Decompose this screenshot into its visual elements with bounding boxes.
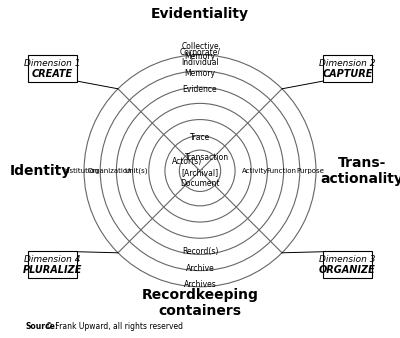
Text: Source:: Source: [26, 322, 59, 331]
Text: Dimension 2: Dimension 2 [319, 59, 376, 68]
Text: Trans-
actionality: Trans- actionality [320, 156, 400, 186]
Text: CREATE: CREATE [32, 69, 73, 79]
Text: Evidence: Evidence [183, 86, 217, 94]
Text: Organization: Organization [88, 168, 132, 174]
Text: Archives: Archives [184, 280, 216, 289]
Text: Evidentiality: Evidentiality [151, 7, 249, 21]
Text: Recordkeeping
containers: Recordkeeping containers [142, 288, 258, 318]
Text: Collective
Memory: Collective Memory [181, 42, 219, 62]
Text: Purpose: Purpose [297, 168, 324, 174]
Text: Record(s): Record(s) [182, 247, 218, 256]
FancyBboxPatch shape [28, 55, 77, 82]
Text: Actor(s): Actor(s) [172, 157, 202, 166]
Text: PLURALIZE: PLURALIZE [23, 265, 82, 275]
Text: © Frank Upward, all rights reserved: © Frank Upward, all rights reserved [43, 322, 183, 331]
Text: Dimension 1: Dimension 1 [24, 59, 81, 68]
Text: Trace: Trace [190, 133, 210, 142]
Text: Function: Function [267, 168, 297, 174]
Text: ORGANIZE: ORGANIZE [319, 265, 376, 275]
Text: Archive: Archive [186, 264, 214, 273]
FancyBboxPatch shape [323, 251, 372, 278]
FancyBboxPatch shape [323, 55, 372, 82]
Text: Dimension 3: Dimension 3 [319, 255, 376, 264]
Text: Corporate/
Individual
Memory: Corporate/ Individual Memory [180, 48, 220, 78]
Text: Activity: Activity [242, 168, 268, 174]
Text: [Archival]
Document: [Archival] Document [180, 168, 220, 188]
Text: Unit(s): Unit(s) [124, 168, 148, 174]
Text: Transaction: Transaction [185, 153, 229, 162]
Text: CAPTURE: CAPTURE [322, 69, 373, 79]
FancyBboxPatch shape [28, 251, 77, 278]
Text: Identity: Identity [9, 164, 71, 178]
Text: Dimension 4: Dimension 4 [24, 255, 81, 264]
Text: Institution: Institution [64, 168, 99, 174]
